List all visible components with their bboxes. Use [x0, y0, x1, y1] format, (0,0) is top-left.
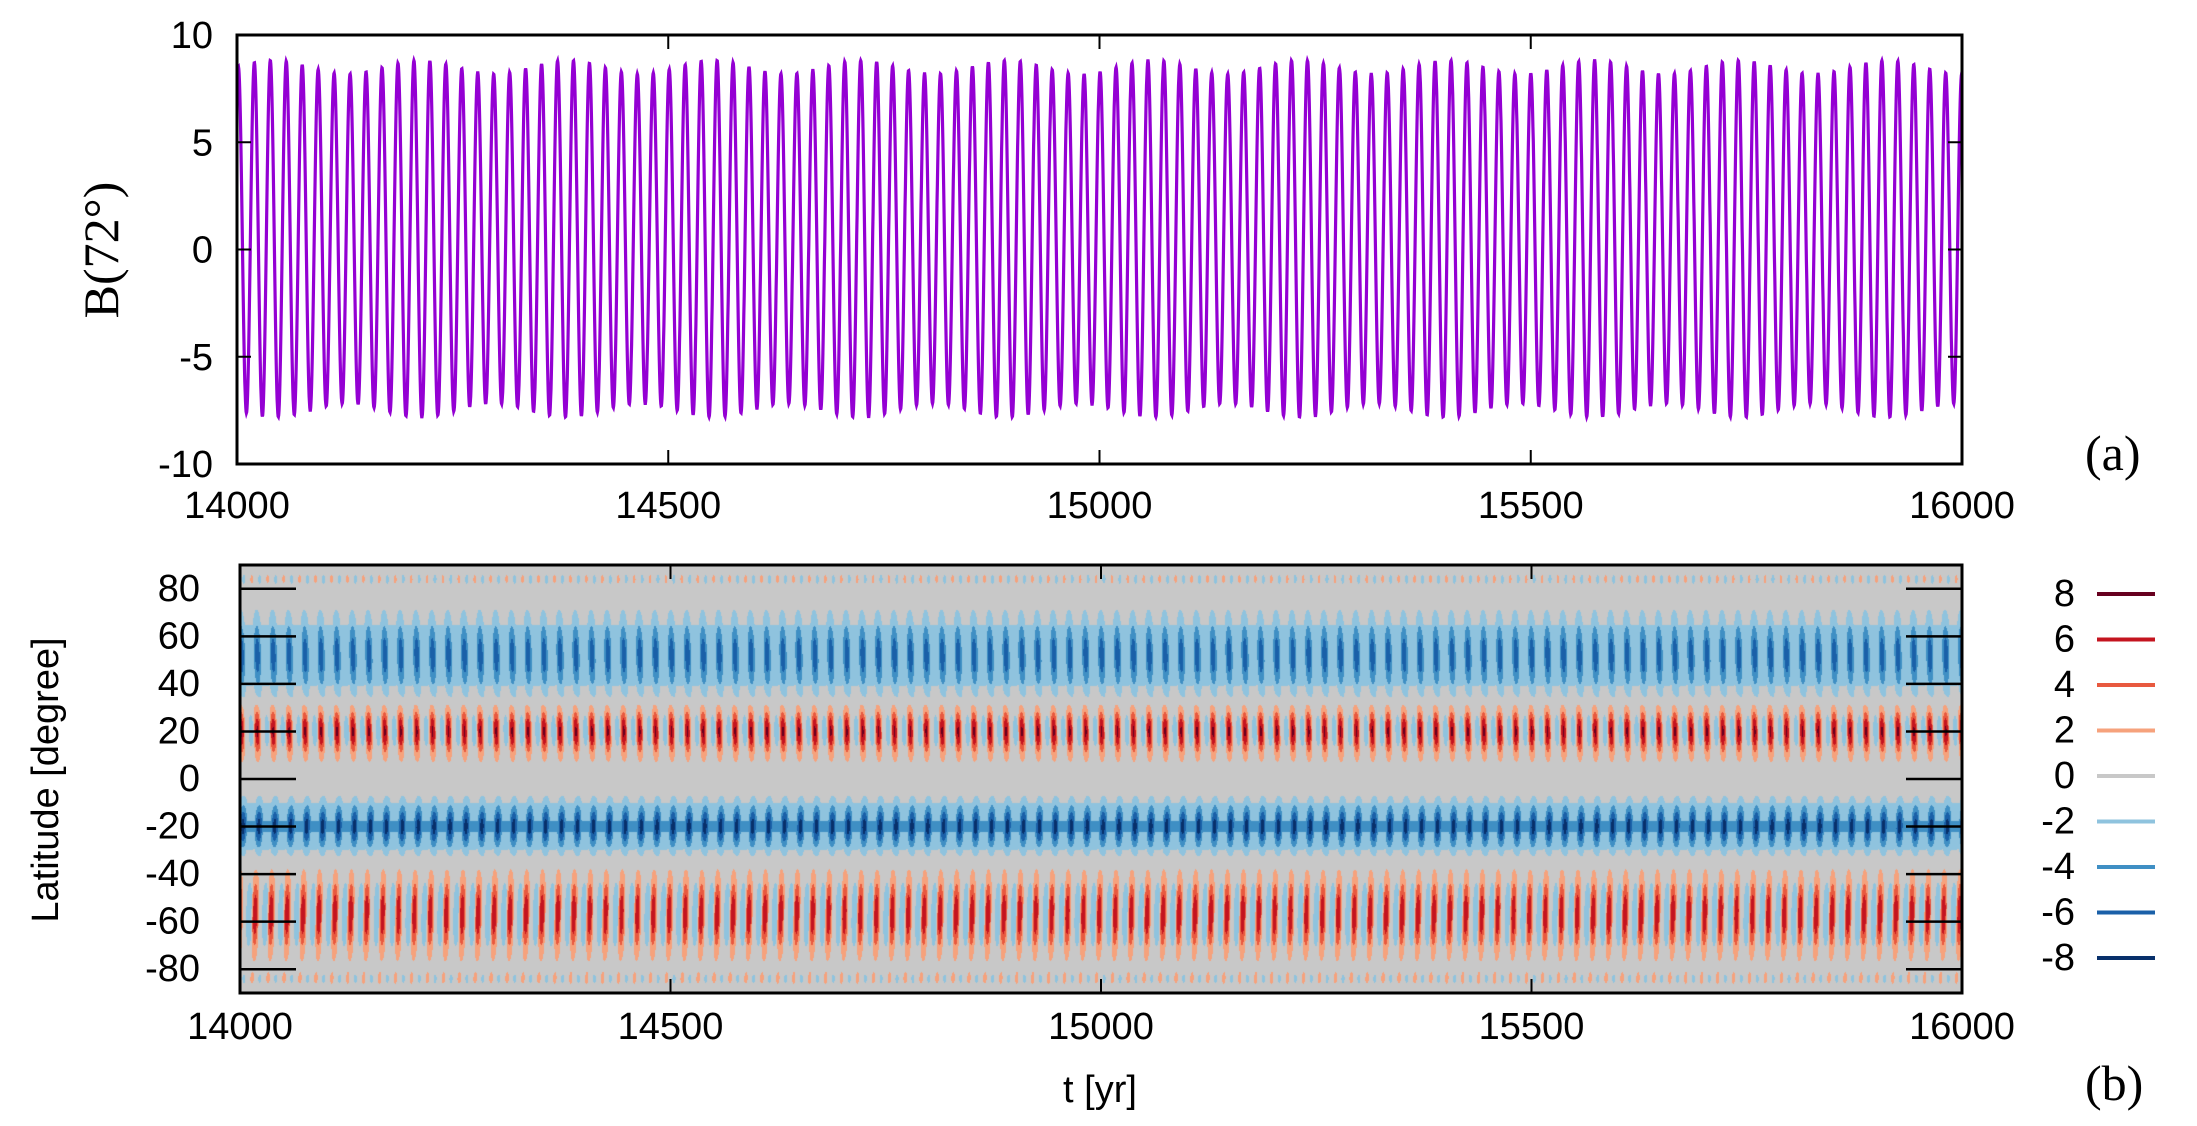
panel-b-label: (b) — [2085, 1055, 2143, 1111]
y-tick-label: -5 — [179, 337, 213, 379]
legend-label: -8 — [2041, 937, 2075, 979]
y-tick-label: 80 — [158, 568, 200, 610]
panel-b-xlabel: t [yr] — [1063, 1069, 1137, 1111]
x-tick-label: 15500 — [1478, 485, 1584, 527]
y-tick-label: -40 — [145, 853, 200, 895]
x-tick-label: 15500 — [1479, 1006, 1585, 1048]
x-tick-label: 14000 — [184, 485, 290, 527]
legend-label: 8 — [2054, 573, 2075, 615]
x-tick-label: 14500 — [618, 1006, 724, 1048]
y-tick-label: -60 — [145, 901, 200, 943]
x-tick-label: 15000 — [1048, 1006, 1154, 1048]
heatmap-cells — [240, 565, 1962, 993]
panel-b-ylabel: Latitude [degree] — [25, 637, 67, 922]
legend-label: -4 — [2041, 846, 2075, 888]
x-tick-label: 14500 — [615, 485, 721, 527]
b72-line-series — [237, 54, 1962, 423]
panel-a-y-ticks: -10 -5 0 5 10 — [158, 15, 1962, 486]
b72-line — [237, 54, 1962, 423]
y-tick-label: 60 — [158, 615, 200, 657]
y-tick-label: -10 — [158, 444, 213, 486]
legend-label: -6 — [2041, 892, 2075, 934]
y-tick-label: 20 — [158, 710, 200, 752]
butterfly-heatmap — [240, 565, 1962, 993]
y-tick-label: 10 — [171, 15, 213, 57]
x-tick-label: 14000 — [187, 1006, 293, 1048]
y-tick-label: 40 — [158, 663, 200, 705]
panel-a: -10 -5 0 5 10 14000 14500 15000 15500 16000 B(72… — [73, 15, 2141, 527]
y-tick-label: -80 — [145, 948, 200, 990]
panel-a-x-ticks: 14000 14500 15000 15500 16000 — [184, 35, 2015, 527]
y-tick-label: 0 — [192, 230, 213, 272]
x-tick-label: 16000 — [1909, 1006, 2015, 1048]
legend-label: 0 — [2054, 755, 2075, 797]
y-tick-label: 0 — [179, 758, 200, 800]
panel-a-ylabel: B(72°) — [73, 182, 129, 319]
x-tick-label: 16000 — [1909, 485, 2015, 527]
legend-label: -2 — [2041, 801, 2075, 843]
panel-b-x-ticks: 14000 14500 15000 15500 16000 — [187, 565, 2015, 1048]
panel-b-y-ticks: -80 -60 -40 -20 0 20 40 60 80 — [145, 568, 1962, 990]
legend-label: 4 — [2054, 664, 2075, 706]
y-tick-label: 5 — [192, 122, 213, 164]
y-tick-label: -20 — [145, 806, 200, 848]
panel-a-label: (a) — [2085, 425, 2141, 481]
legend-label: 6 — [2054, 619, 2075, 661]
x-tick-label: 15000 — [1047, 485, 1153, 527]
legend-label: 2 — [2054, 710, 2075, 752]
